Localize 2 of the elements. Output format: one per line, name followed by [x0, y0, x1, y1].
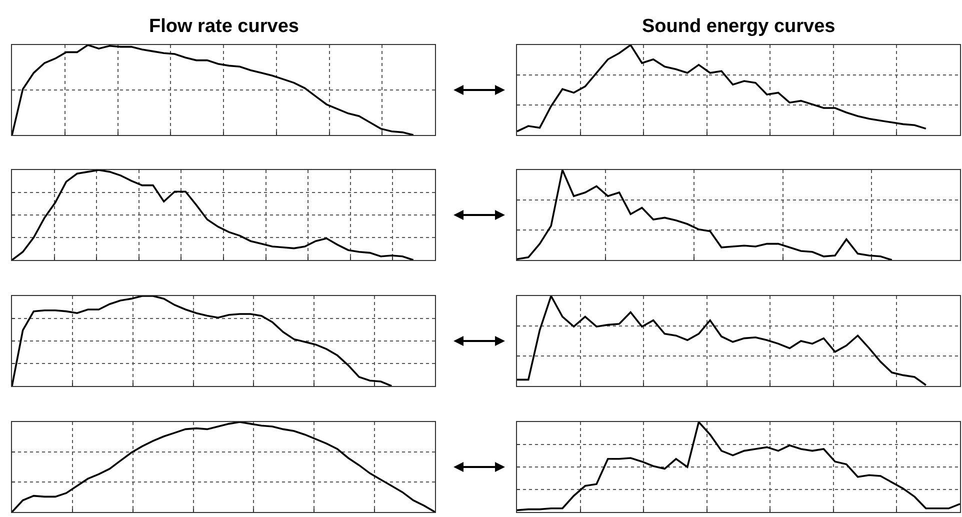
chart-title: Sound energy curves [642, 16, 836, 37]
chart-title: Flow rate curves [149, 16, 299, 37]
